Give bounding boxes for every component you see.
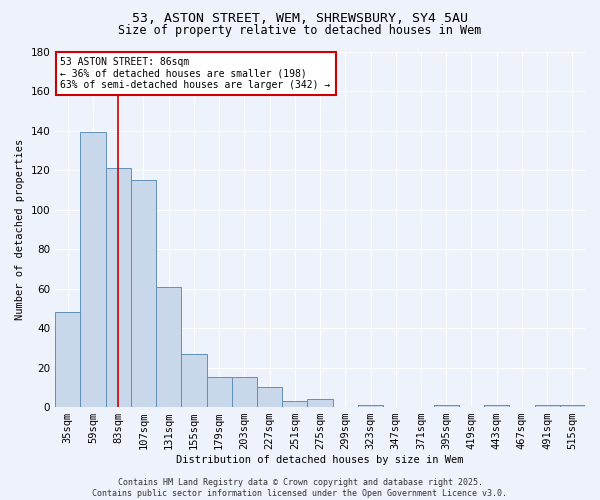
Bar [181, 354, 206, 407]
Text: Contains HM Land Registry data © Crown copyright and database right 2025.
Contai: Contains HM Land Registry data © Crown c… [92, 478, 508, 498]
X-axis label: Distribution of detached houses by size in Wem: Distribution of detached houses by size … [176, 455, 464, 465]
Bar [484, 405, 509, 407]
Bar [282, 401, 307, 407]
Text: 53 ASTON STREET: 86sqm
← 36% of detached houses are smaller (198)
63% of semi-de: 53 ASTON STREET: 86sqm ← 36% of detached… [61, 57, 331, 90]
Bar [257, 388, 282, 407]
Text: 53, ASTON STREET, WEM, SHREWSBURY, SY4 5AU: 53, ASTON STREET, WEM, SHREWSBURY, SY4 5… [132, 12, 468, 26]
Bar [156, 286, 181, 407]
Bar [307, 399, 332, 407]
Bar [206, 378, 232, 407]
Bar [80, 132, 106, 407]
Bar [106, 168, 131, 407]
Y-axis label: Number of detached properties: Number of detached properties [15, 138, 25, 320]
Bar [535, 405, 560, 407]
Bar [434, 405, 459, 407]
Bar [358, 405, 383, 407]
Bar [560, 405, 585, 407]
Bar [131, 180, 156, 407]
Text: Size of property relative to detached houses in Wem: Size of property relative to detached ho… [118, 24, 482, 37]
Bar [55, 312, 80, 407]
Bar [232, 378, 257, 407]
